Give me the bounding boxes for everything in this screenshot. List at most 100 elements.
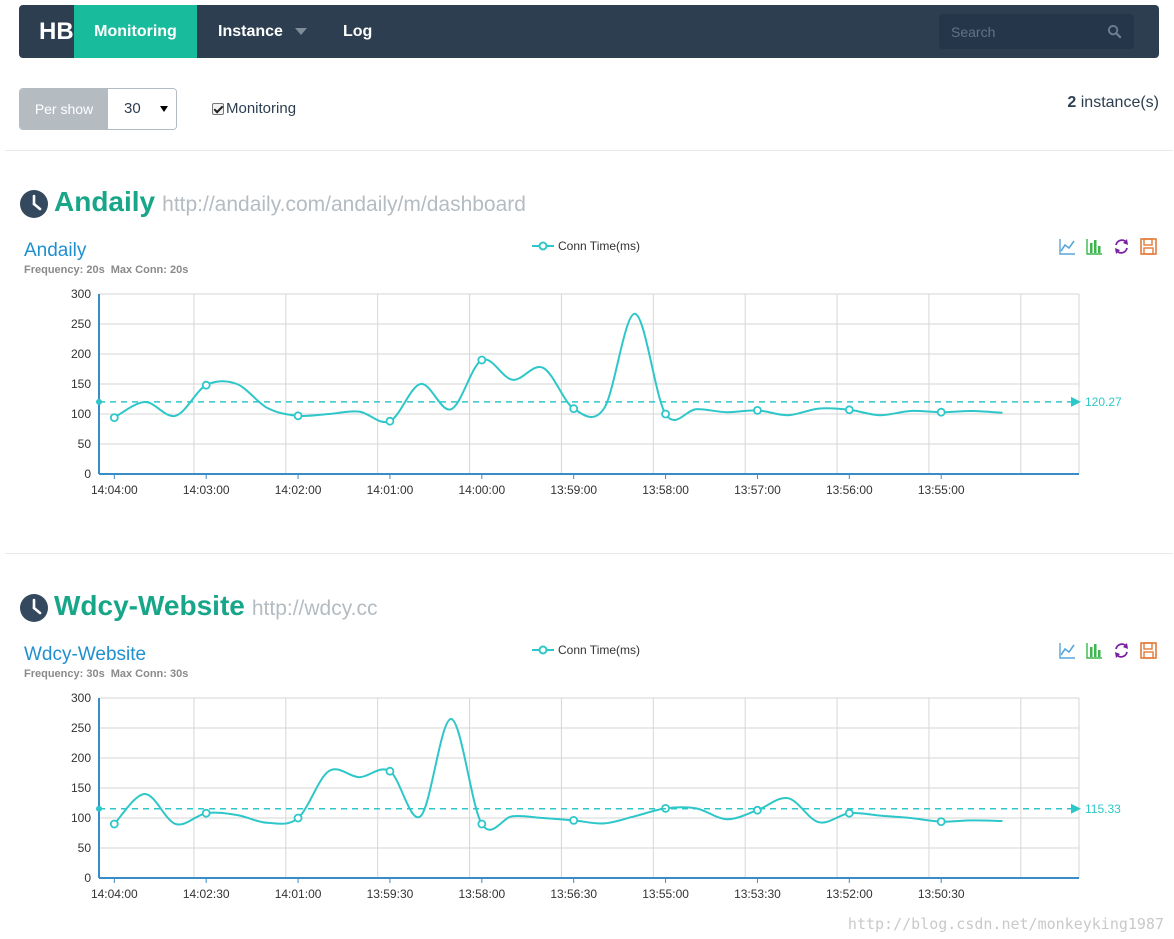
per-show-select[interactable]: 30 <box>108 89 176 129</box>
x-tick-label: 14:04:00 <box>91 887 138 901</box>
chart-title: Wdcy-Website <box>24 644 147 665</box>
search-placeholder: Search <box>951 24 996 40</box>
refresh-icon[interactable] <box>1112 237 1131 256</box>
y-tick-label: 50 <box>78 841 92 855</box>
clock-icon <box>20 594 48 622</box>
brand-logo[interactable]: HB <box>39 18 74 45</box>
x-tick-label: 14:02:30 <box>183 887 230 901</box>
nav-log[interactable]: Log <box>343 23 373 40</box>
data-point <box>109 819 119 829</box>
y-tick-label: 150 <box>71 781 91 795</box>
instance-count-suffix: instance(s) <box>1076 94 1159 111</box>
nav-instance-dropdown[interactable]: Instance <box>218 5 307 58</box>
instance-count: 2 instance(s) <box>1067 94 1159 112</box>
legend-line-icon <box>532 241 554 251</box>
average-arrow <box>1071 803 1081 814</box>
legend-label: Conn Time(ms) <box>558 643 641 657</box>
chart-frequency: Frequency: 30s <box>24 668 105 680</box>
data-point <box>753 405 762 415</box>
y-tick-label: 300 <box>71 287 91 301</box>
y-tick-label: 250 <box>71 317 91 331</box>
y-tick-label: 0 <box>84 871 91 885</box>
data-point <box>109 413 119 423</box>
bar-chart-icon[interactable] <box>1085 237 1104 256</box>
line-chart[interactable]: 0 50 100 150 200 250 300 14:04:00 14:03:00 14:02:… <box>0 282 1174 507</box>
x-tick-label: 13:55:00 <box>642 887 689 901</box>
per-show-label: Per show <box>20 89 108 129</box>
save-icon[interactable] <box>1139 641 1158 660</box>
search-icon[interactable] <box>1107 24 1122 39</box>
instance-header: Wdcy-Website http://wdcy.cc <box>19 590 378 626</box>
y-tick-label: 250 <box>71 721 91 735</box>
x-tick-label: 14:04:00 <box>91 483 138 497</box>
y-tick-label: 300 <box>71 691 91 705</box>
y-tick-label: 100 <box>71 811 91 825</box>
data-point <box>385 766 395 776</box>
average-arrow <box>1071 396 1081 407</box>
instance-name[interactable]: Wdcy-Website <box>54 590 245 621</box>
per-show-control: Per show 30 <box>19 88 177 130</box>
search-input[interactable]: Search <box>939 14 1134 49</box>
chart-max-conn: Max Conn: 30s <box>110 668 189 680</box>
legend-label: Conn Time(ms) <box>558 239 641 253</box>
data-point <box>844 405 854 415</box>
refresh-icon[interactable] <box>1112 641 1131 660</box>
x-tick-label: 13:58:00 <box>458 887 505 901</box>
legend-line-icon <box>532 645 554 655</box>
data-point <box>936 407 946 417</box>
series-line <box>113 312 1003 424</box>
data-point <box>477 355 487 365</box>
x-tick-label: 13:52:00 <box>826 887 873 901</box>
x-tick-label: 13:55:00 <box>918 483 965 497</box>
instance-name[interactable]: Andaily <box>54 186 156 217</box>
x-tick-label: 13:50:30 <box>918 887 965 901</box>
instance-url[interactable]: http://andaily.com/andaily/m/dashboard <box>162 193 526 216</box>
data-point <box>844 808 854 818</box>
watermark: http://blog.csdn.net/monkeyking1987 <box>847 915 1164 933</box>
x-tick-label: 14:00:00 <box>458 483 505 497</box>
save-icon[interactable] <box>1139 237 1158 256</box>
y-tick-label: 200 <box>71 347 91 361</box>
data-point <box>477 819 487 829</box>
y-tick-label: 150 <box>71 377 91 391</box>
data-point <box>201 380 211 390</box>
monitoring-toggle[interactable]: Monitoring <box>212 100 296 117</box>
monitoring-checkbox[interactable] <box>212 102 224 115</box>
instance-url[interactable]: http://wdcy.cc <box>251 597 378 620</box>
chart-frequency: Frequency: 20s <box>24 264 105 276</box>
divider <box>5 553 1173 554</box>
chart-max-conn: Max Conn: 20s <box>110 264 189 276</box>
bar-chart-icon[interactable] <box>1085 641 1104 660</box>
x-tick-label: 14:03:00 <box>183 483 230 497</box>
y-tick-label: 0 <box>84 467 91 481</box>
clock-icon <box>20 190 48 218</box>
per-show-value: 30 <box>124 100 141 117</box>
x-tick-label: 13:56:00 <box>826 483 873 497</box>
line-chart-icon[interactable] <box>1058 237 1077 256</box>
caret-down-icon <box>294 28 307 36</box>
chart-subtitle: Frequency: 20s Max Conn: 20s <box>24 264 194 276</box>
data-point <box>569 404 579 413</box>
x-tick-label: 13:59:00 <box>550 483 597 497</box>
nav-monitoring[interactable]: Monitoring <box>74 5 197 58</box>
line-chart[interactable]: 0 50 100 150 200 250 300 14:04:00 14:02:30 14:01:… <box>0 686 1174 911</box>
y-tick-label: 100 <box>71 407 91 421</box>
x-tick-label: 13:56:30 <box>550 887 597 901</box>
data-point <box>569 815 579 825</box>
y-tick-label: 50 <box>78 437 92 451</box>
chart-legend[interactable]: Conn Time(ms) <box>532 239 640 253</box>
x-tick-label: 13:58:00 <box>642 483 689 497</box>
data-point <box>201 808 211 818</box>
monitoring-label: Monitoring <box>226 100 297 117</box>
x-tick-label: 13:57:00 <box>734 483 781 497</box>
x-tick-label: 14:01:00 <box>367 483 414 497</box>
x-tick-label: 13:53:30 <box>734 887 781 901</box>
line-chart-icon[interactable] <box>1058 641 1077 660</box>
chart-legend[interactable]: Conn Time(ms) <box>532 643 640 657</box>
chart-subtitle: Frequency: 30s Max Conn: 30s <box>24 668 194 680</box>
data-point <box>753 805 762 815</box>
data-point <box>385 416 395 426</box>
nav-instance-label: Instance <box>218 23 283 40</box>
chart-toolbox <box>1058 641 1158 660</box>
data-point <box>661 409 670 419</box>
